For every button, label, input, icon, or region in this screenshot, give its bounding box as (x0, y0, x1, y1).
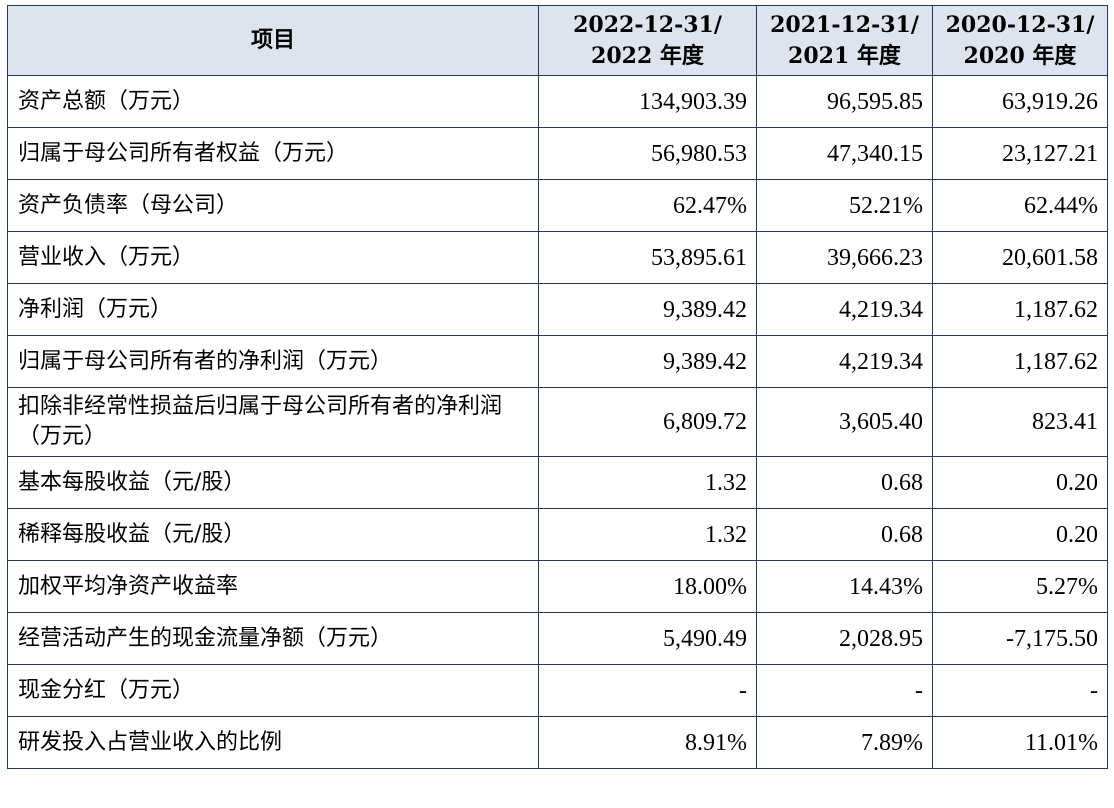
table-row: 资产负债率（母公司） 62.47% 52.21% 62.44% (7, 179, 1108, 232)
row-label: 基本每股收益（元/股） (7, 456, 539, 509)
table-row: 资产总额（万元） 134,903.39 96,595.85 63,919.26 (7, 75, 1108, 128)
value-2022: 18.00% (538, 560, 757, 613)
table-row: 研发投入占营业收入的比例 8.91% 7.89% 11.01% (7, 716, 1108, 769)
row-label: 加权平均净资产收益率 (7, 560, 539, 613)
table-row: 营业收入（万元） 53,895.61 39,666.23 20,601.58 (7, 231, 1108, 284)
value-2020: 1,187.62 (932, 283, 1108, 336)
row-label: 经营活动产生的现金流量净额（万元） (7, 612, 539, 665)
row-label: 营业收入（万元） (7, 231, 539, 284)
value-2022: - (538, 664, 757, 717)
value-2020: - (932, 664, 1108, 717)
value-2020: 20,601.58 (932, 231, 1108, 284)
value-2020: -7,175.50 (932, 612, 1108, 665)
value-2022: 1.32 (538, 508, 757, 561)
table-row: 加权平均净资产收益率 18.00% 14.43% 5.27% (7, 560, 1108, 613)
value-2020: 823.41 (932, 387, 1108, 457)
value-2020: 63,919.26 (932, 75, 1108, 128)
row-label: 现金分红（万元） (7, 664, 539, 717)
value-2021: 7.89% (756, 716, 933, 769)
header-period-2022: 2022-12-31/ 2022 年度 (538, 5, 757, 76)
row-label: 稀释每股收益（元/股） (7, 508, 539, 561)
row-label: 资产总额（万元） (7, 75, 539, 128)
table-row: 经营活动产生的现金流量净额（万元） 5,490.49 2,028.95 -7,1… (7, 612, 1108, 665)
row-label: 扣除非经常性损益后归属于母公司所有者的净利润（万元） (7, 387, 539, 457)
value-2021: 47,340.15 (756, 127, 933, 180)
value-2022: 8.91% (538, 716, 757, 769)
value-2021: 4,219.34 (756, 283, 933, 336)
table-row: 净利润（万元） 9,389.42 4,219.34 1,187.62 (7, 283, 1108, 336)
header-period-date: 2022-12-31/ (573, 11, 722, 38)
table-row: 现金分红（万元） - - - (7, 664, 1108, 717)
value-2020: 62.44% (932, 179, 1108, 232)
table-row: 稀释每股收益（元/股） 1.32 0.68 0.20 (7, 508, 1108, 561)
value-2022: 9,389.42 (538, 335, 757, 388)
row-label: 归属于母公司所有者权益（万元） (7, 127, 539, 180)
value-2020: 11.01% (932, 716, 1108, 769)
value-2021: 2,028.95 (756, 612, 933, 665)
header-period-2021: 2021-12-31/ 2021 年度 (756, 5, 933, 76)
value-2020: 0.20 (932, 508, 1108, 561)
value-2021: 14.43% (756, 560, 933, 613)
value-2021: 4,219.34 (756, 335, 933, 388)
header-period-year: 2021 年度 (788, 42, 901, 69)
financial-table: 项目 2022-12-31/ 2022 年度 2021-12-31/ 2021 … (7, 5, 1108, 769)
value-2020: 23,127.21 (932, 127, 1108, 180)
table-row: 基本每股收益（元/股） 1.32 0.68 0.20 (7, 456, 1108, 509)
value-2021: 52.21% (756, 179, 933, 232)
table-row: 扣除非经常性损益后归属于母公司所有者的净利润（万元） 6,809.72 3,60… (7, 387, 1108, 457)
value-2021: - (756, 664, 933, 717)
value-2022: 62.47% (538, 179, 757, 232)
value-2022: 5,490.49 (538, 612, 757, 665)
header-period-year: 2022 年度 (591, 42, 704, 69)
value-2022: 6,809.72 (538, 387, 757, 457)
header-period-date: 2021-12-31/ (770, 11, 919, 38)
value-2022: 56,980.53 (538, 127, 757, 180)
value-2021: 96,595.85 (756, 75, 933, 128)
table-header-row: 项目 2022-12-31/ 2022 年度 2021-12-31/ 2021 … (7, 5, 1108, 76)
row-label: 资产负债率（母公司） (7, 179, 539, 232)
value-2022: 134,903.39 (538, 75, 757, 128)
value-2020: 5.27% (932, 560, 1108, 613)
value-2021: 39,666.23 (756, 231, 933, 284)
value-2020: 0.20 (932, 456, 1108, 509)
table-row: 归属于母公司所有者的净利润（万元） 9,389.42 4,219.34 1,18… (7, 335, 1108, 388)
value-2022: 9,389.42 (538, 283, 757, 336)
header-period-2020: 2020-12-31/ 2020 年度 (932, 5, 1108, 76)
row-label: 归属于母公司所有者的净利润（万元） (7, 335, 539, 388)
header-period-date: 2020-12-31/ (945, 11, 1095, 38)
table-body: 资产总额（万元） 134,903.39 96,595.85 63,919.26 … (7, 75, 1108, 769)
row-label: 净利润（万元） (7, 283, 539, 336)
value-2021: 0.68 (756, 508, 933, 561)
header-item: 项目 (7, 5, 539, 76)
value-2022: 53,895.61 (538, 231, 757, 284)
value-2022: 1.32 (538, 456, 757, 509)
value-2021: 0.68 (756, 456, 933, 509)
row-label: 研发投入占营业收入的比例 (7, 716, 539, 769)
value-2020: 1,187.62 (932, 335, 1108, 388)
value-2021: 3,605.40 (756, 387, 933, 457)
table-row: 归属于母公司所有者权益（万元） 56,980.53 47,340.15 23,1… (7, 127, 1108, 180)
header-period-year: 2020 年度 (963, 42, 1077, 69)
